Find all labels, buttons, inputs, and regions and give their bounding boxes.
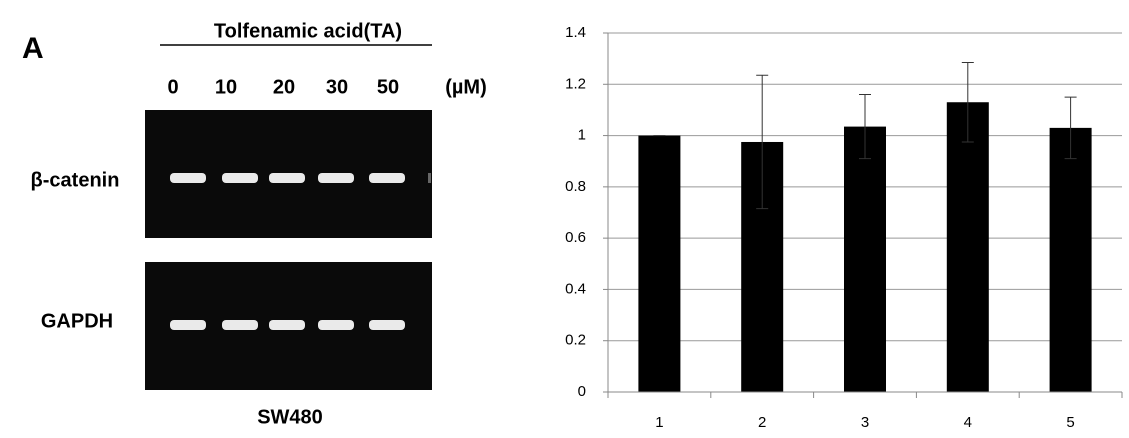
bar: [946, 102, 989, 392]
y-tick-label: 0: [578, 383, 586, 400]
gel-band: [269, 320, 305, 330]
row-label: GAPDH: [41, 310, 113, 332]
error-bar: [961, 61, 974, 143]
gel-band: [269, 173, 305, 183]
bar: [844, 126, 886, 392]
gel-band: [170, 173, 206, 183]
y-tick-label: 0.8: [565, 178, 586, 195]
x-tick-label: 3: [861, 414, 869, 431]
dose-label: 20: [273, 76, 295, 98]
dose-unit: (µM): [445, 76, 487, 98]
dose-label: 30: [326, 76, 348, 98]
gel-band: [428, 173, 431, 183]
dose-label: 50: [377, 76, 399, 98]
gel-band: [369, 320, 405, 330]
row-label: β-catenin: [31, 169, 120, 191]
x-tick-label: 5: [1066, 414, 1074, 431]
bar: [1049, 127, 1092, 392]
gel-band: [222, 173, 258, 183]
bar: [638, 135, 681, 393]
dose-label: 10: [215, 76, 237, 98]
gel-band: [170, 320, 206, 330]
dose-label: 0: [167, 76, 178, 98]
treatment-label: Tolfenamic acid(TA): [214, 20, 402, 42]
y-tick-label: 0.4: [565, 280, 586, 297]
error-bar: [1064, 96, 1077, 160]
x-tick-label: 4: [964, 414, 972, 431]
y-tick-label: 1.4: [565, 24, 586, 41]
error-bar: [756, 74, 769, 210]
gel-band: [369, 173, 405, 183]
panel-label: A: [22, 32, 44, 65]
y-tick-label: 1.2: [565, 75, 586, 92]
y-tick-label: 1: [578, 127, 586, 144]
x-tick-label: 1: [655, 414, 663, 431]
gel-band: [222, 320, 258, 330]
y-tick-label: 0.2: [565, 332, 586, 349]
cell-line-label: SW480: [257, 406, 323, 428]
y-tick-label: 0.6: [565, 229, 586, 246]
error-bar: [859, 94, 871, 160]
gel-band: [318, 173, 354, 183]
gel-band: [318, 320, 354, 330]
x-tick-label: 2: [758, 414, 766, 431]
